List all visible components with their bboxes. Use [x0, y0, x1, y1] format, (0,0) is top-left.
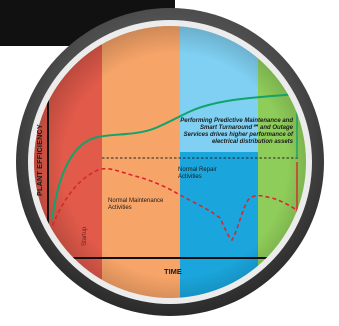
red-efficiency-curve	[49, 167, 298, 242]
x-axis-label: TIME	[164, 267, 182, 276]
y-axis-label: PLANT EFFICIENCY	[35, 124, 44, 196]
startup-label: Startup	[82, 226, 88, 246]
callout-text: Performing Predictive Maintenance and Sm…	[180, 118, 293, 145]
vignette	[34, 26, 306, 298]
green-efficiency-curve	[51, 93, 298, 221]
normal-repair-label: Normal Repair Activities	[178, 167, 217, 180]
normal-maintenance-label: Normal Maintenance Activities	[108, 198, 164, 211]
